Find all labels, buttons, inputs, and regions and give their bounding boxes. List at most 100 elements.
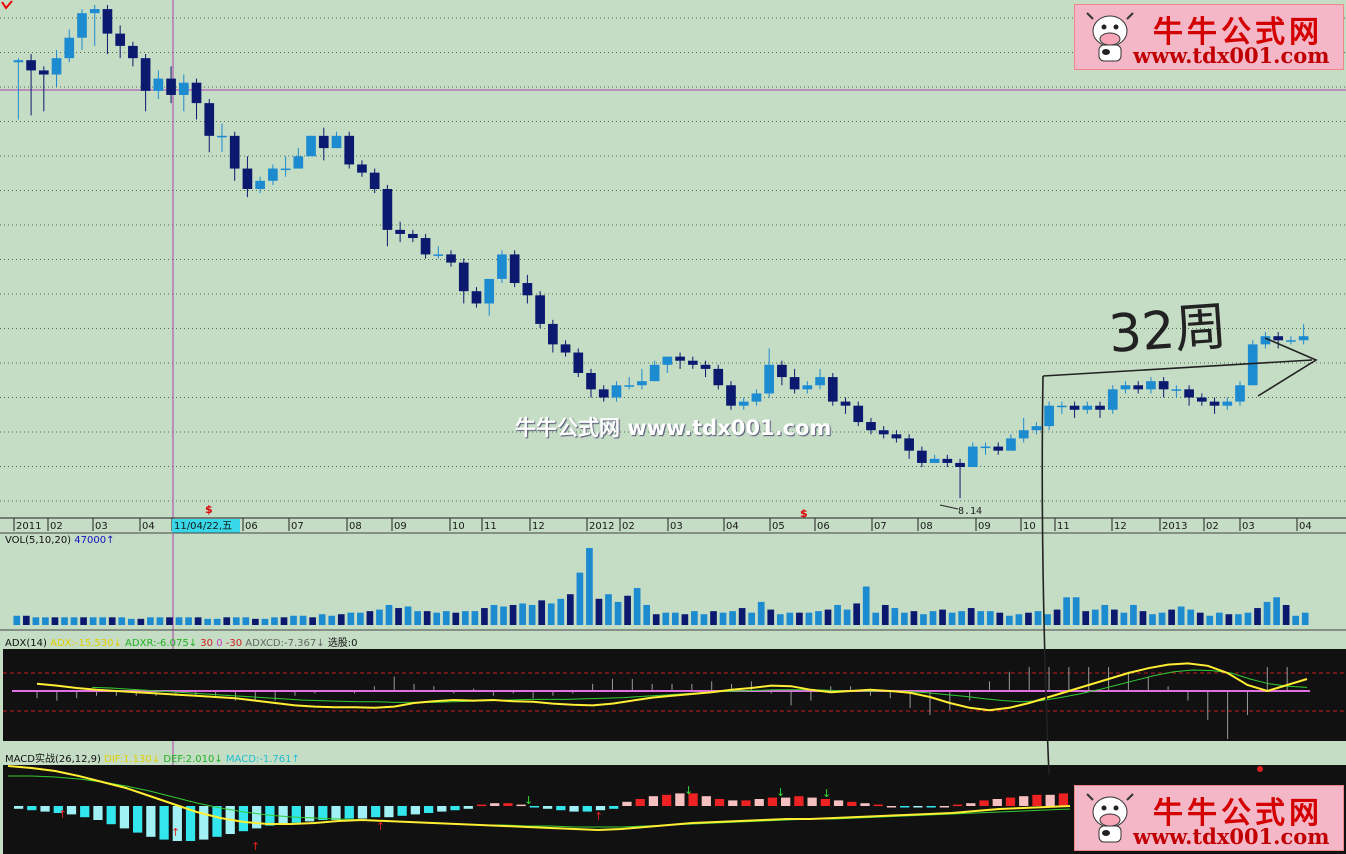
- x-tick-label: 11: [484, 521, 497, 532]
- macd-bar: [582, 806, 592, 812]
- volume-bar: [328, 615, 336, 625]
- volume-bar: [51, 617, 59, 625]
- candle: [102, 5, 113, 55]
- volume-bar: [1120, 612, 1128, 625]
- adxcd-value: ADXCD:-7.367: [245, 638, 317, 649]
- watermark-logo-bottom: 牛牛公式网 www.tdx001.com: [1074, 785, 1344, 851]
- candle: [204, 99, 215, 153]
- volume-bar: [748, 612, 756, 625]
- cow-icon: [1086, 12, 1134, 62]
- volume-bar: [948, 612, 956, 625]
- candle: [866, 417, 876, 435]
- x-tick-label: 05: [772, 521, 785, 532]
- macd-bar: [291, 806, 301, 823]
- volume-bar: [881, 604, 889, 625]
- volume-bar: [643, 604, 651, 625]
- candle: [293, 148, 304, 169]
- svg-text:↑: ↑: [251, 840, 260, 853]
- volume-bar: [719, 612, 727, 625]
- candle: [408, 229, 418, 243]
- candle: [51, 49, 62, 87]
- svg-text:↓: ↓: [822, 787, 831, 800]
- candle: [535, 291, 545, 329]
- macd-bar: [873, 804, 883, 807]
- macd-bar: [159, 806, 169, 840]
- volume-bar: [185, 617, 192, 625]
- macd-bar: [992, 799, 1002, 806]
- volume-bar: [767, 609, 775, 625]
- macd-bar: [371, 806, 381, 818]
- volume-bar: [1053, 609, 1061, 625]
- x-tick-label: 03: [95, 521, 108, 532]
- x-tick-label: 03: [670, 521, 683, 532]
- volume-bar: [729, 611, 736, 625]
- candlestick-series: [13, 5, 1309, 499]
- adx-header: ADX(14) ADX:-15.530↓ ADXR:-6.075↓ 30 0 -…: [5, 634, 358, 649]
- x-tick-label: 04: [1299, 521, 1312, 532]
- candle: [598, 385, 609, 402]
- volume-bar: [853, 603, 860, 625]
- x-tick-label: 11/04/22,五: [174, 521, 232, 532]
- volume-bar: [271, 617, 278, 625]
- macd-bar: [490, 803, 500, 806]
- candle: [904, 434, 914, 459]
- volume-bar: [920, 614, 927, 625]
- macd-bar: [40, 806, 50, 812]
- volume-bar: [194, 617, 202, 625]
- volume-bar: [1177, 606, 1185, 625]
- candle: [1031, 422, 1042, 435]
- volume-bar: [566, 594, 574, 625]
- dea-arrow: ↓: [214, 754, 223, 765]
- candle: [687, 356, 698, 369]
- dif-value: DIF:1.130: [104, 754, 152, 765]
- macd-bar: [503, 803, 513, 806]
- volume-bar: [1282, 604, 1290, 625]
- volume-bar: [996, 612, 1004, 625]
- candle: [624, 377, 635, 390]
- macd-bar: [410, 806, 420, 815]
- candle: [942, 454, 953, 468]
- candle: [318, 127, 329, 161]
- volume-bar: [1244, 612, 1252, 625]
- volume-bar: [958, 611, 965, 625]
- svg-text:↑: ↑: [171, 826, 180, 839]
- macd-bar: [476, 804, 487, 807]
- volume-bar: [824, 609, 832, 625]
- x-tick-label: 12: [1114, 521, 1127, 532]
- macd-bar: [397, 806, 407, 816]
- x-tick-label: 06: [817, 521, 830, 532]
- candle: [637, 368, 647, 390]
- volume-bar: [1015, 614, 1023, 625]
- x-tick-label: 07: [291, 521, 304, 532]
- volume-bar: [1206, 615, 1214, 625]
- macd-arrow: ↑: [291, 754, 300, 765]
- candle: [446, 250, 456, 267]
- volume-bar: [862, 586, 870, 625]
- candle: [777, 360, 787, 386]
- macd-bar: [133, 806, 143, 833]
- level-m30: -30: [225, 638, 243, 649]
- volume-bar: [872, 612, 880, 625]
- volume-title: VOL(5,10,20): [5, 535, 72, 546]
- candle: [369, 168, 380, 194]
- volume-bar: [299, 615, 307, 625]
- volume-bar: [1196, 612, 1204, 625]
- red-corner-mark: [1, 0, 13, 10]
- volume-bar: [624, 595, 631, 625]
- volume-bar: [347, 612, 355, 625]
- volume-bar: [490, 604, 498, 625]
- macd-histogram: [13, 793, 1069, 841]
- volume-bar: [22, 615, 30, 625]
- select-value: 选股:0: [327, 638, 358, 649]
- candle: [853, 401, 864, 427]
- candle: [166, 66, 176, 104]
- macd-bar: [93, 806, 103, 820]
- macd-bar: [595, 806, 606, 811]
- volume-bar: [1111, 609, 1118, 625]
- macd-bar: [1032, 794, 1042, 806]
- candle: [1107, 385, 1118, 414]
- volume-bar: [1063, 597, 1070, 625]
- volume-bar: [252, 618, 259, 625]
- volume-bar: [1273, 597, 1280, 625]
- level-30: 30: [200, 638, 213, 649]
